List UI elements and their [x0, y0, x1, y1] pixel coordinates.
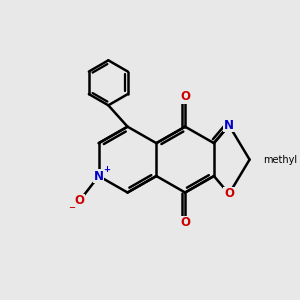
- Text: −: −: [68, 203, 75, 212]
- Text: methyl: methyl: [263, 154, 297, 165]
- Text: N: N: [224, 119, 234, 132]
- Text: +: +: [103, 165, 110, 174]
- Text: O: O: [180, 216, 190, 229]
- Text: N: N: [94, 169, 104, 183]
- Text: O: O: [180, 90, 190, 103]
- Text: O: O: [224, 188, 234, 200]
- Text: O: O: [74, 194, 85, 207]
